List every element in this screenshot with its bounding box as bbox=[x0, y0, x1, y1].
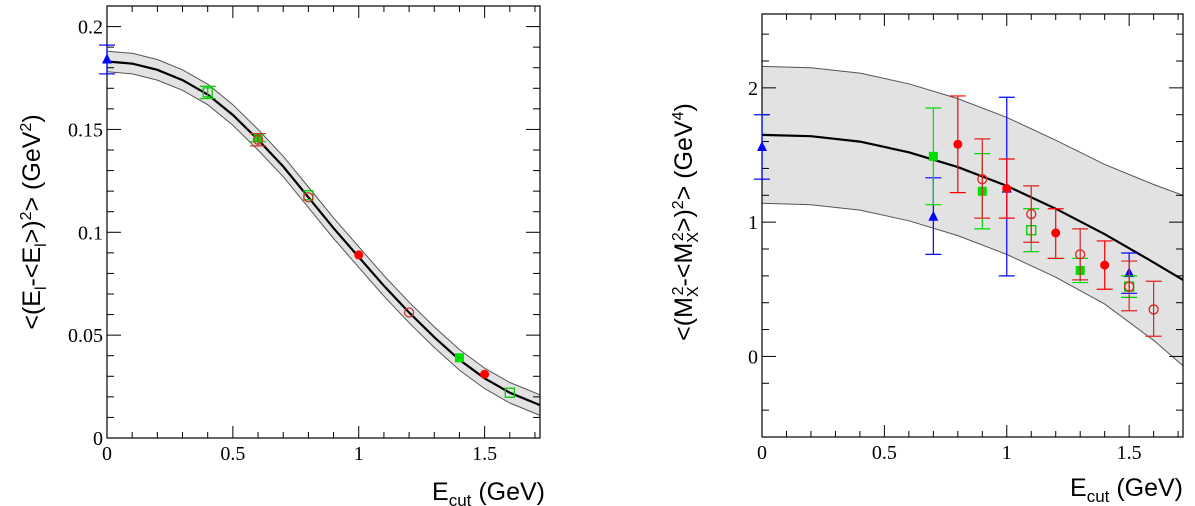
x-tick-label: 0.5 bbox=[220, 443, 245, 465]
data-point-circle bbox=[403, 307, 415, 318]
data-point-circle bbox=[1124, 281, 1135, 292]
x-tick-label: 0.5 bbox=[872, 442, 897, 464]
fit-error-band bbox=[107, 51, 540, 416]
band-lower-edge bbox=[761, 202, 1184, 367]
data-point-circle bbox=[1002, 184, 1012, 194]
data-point-circle bbox=[252, 134, 264, 145]
y-tick-label: 0 bbox=[748, 346, 758, 368]
data-point-triangle bbox=[102, 53, 112, 64]
x-tick-label: 1 bbox=[354, 443, 364, 465]
x-tick-label: 1 bbox=[1002, 442, 1012, 464]
x-axis-title: Ecut (GeV) bbox=[1070, 474, 1183, 506]
y-axis-title: <(El-<El>)2> (GeV2) bbox=[18, 114, 50, 329]
y-tick-label: 0.15 bbox=[68, 119, 103, 141]
x-tick-label: 0 bbox=[102, 443, 112, 465]
data-point-square bbox=[928, 151, 938, 161]
y-tick-label: 0 bbox=[93, 428, 103, 450]
band-upper-edge bbox=[106, 50, 541, 396]
left-panel-variance-energy: 0 0.5 1 1.5 0 0.05 0.1 0.15 0.2 Ecut (GeV) <(El-<E… bbox=[18, 5, 545, 506]
data-point-circle bbox=[1051, 228, 1061, 238]
data-point-triangle bbox=[757, 140, 767, 151]
fit-error-band bbox=[762, 66, 1183, 366]
data-point-circle bbox=[977, 174, 988, 185]
y-tick-label: 0.2 bbox=[78, 17, 103, 39]
y-tick-label: 2 bbox=[748, 78, 758, 100]
x-tick-label: 1.5 bbox=[1117, 442, 1142, 464]
data-point-circle bbox=[1026, 208, 1037, 220]
data-point-circle bbox=[354, 250, 364, 260]
data-point-square bbox=[454, 353, 464, 363]
fit-curve-line bbox=[106, 60, 541, 407]
data-point-circle bbox=[953, 139, 963, 149]
data-point-square bbox=[202, 87, 213, 98]
y-axis-title: <(MX2-<MX2>)2> (GeV4) bbox=[670, 103, 702, 341]
data-point-square bbox=[504, 387, 515, 398]
x-tick-label: 0 bbox=[757, 442, 767, 464]
plot-frame bbox=[761, 13, 1184, 438]
data-point-triangle bbox=[928, 210, 939, 221]
y-tick-label: 1 bbox=[748, 212, 758, 234]
band-lower-edge bbox=[106, 71, 541, 416]
data-point-circle bbox=[1075, 249, 1086, 260]
plot-frame bbox=[106, 5, 541, 439]
data-point-circle bbox=[1148, 304, 1159, 315]
x-axis-title: Ecut (GeV) bbox=[432, 478, 545, 506]
data-point-circle bbox=[303, 192, 314, 203]
y-tick-label: 0.1 bbox=[78, 222, 103, 244]
right-panel-variance-missing-mass: 0 0.5 1 1.5 0 1 2 Ecut (GeV) <(MX2-<MX2>)2> (GeV… bbox=[670, 13, 1184, 506]
x-tick-label: 1.5 bbox=[472, 443, 497, 465]
data-point-circle bbox=[1100, 260, 1110, 270]
y-tick-label: 0.05 bbox=[68, 325, 103, 347]
band-upper-edge bbox=[761, 65, 1184, 196]
data-point-circle bbox=[480, 369, 490, 379]
